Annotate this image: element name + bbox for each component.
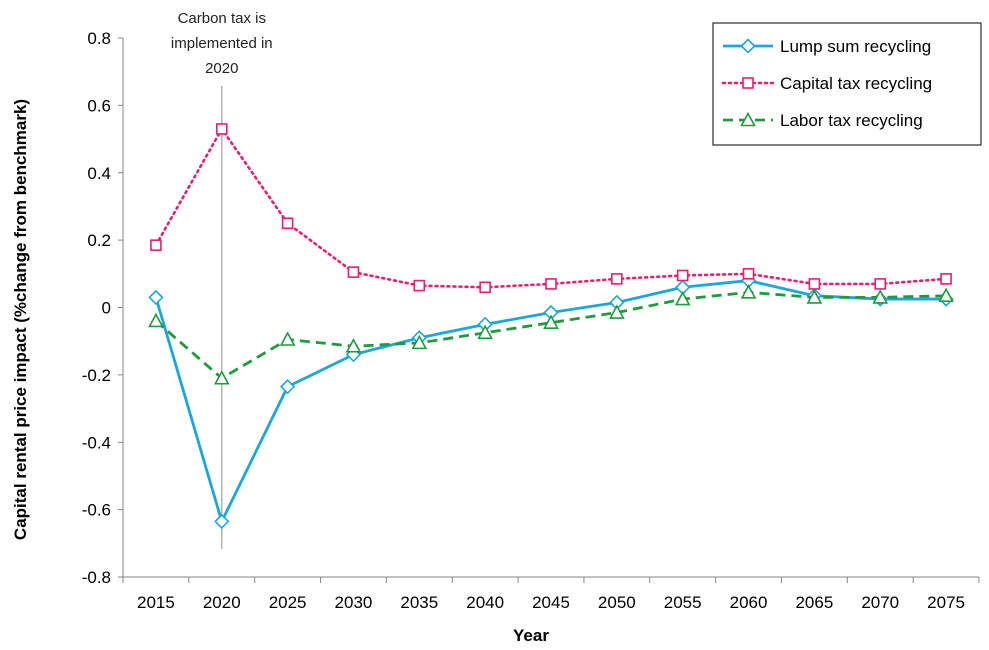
data-point [281, 217, 294, 230]
data-point [279, 379, 296, 395]
annotation-text: Carbon tax is [178, 10, 266, 27]
data-point [279, 331, 296, 346]
data-point [808, 278, 821, 290]
legend-box [712, 22, 982, 146]
data-point [213, 370, 230, 385]
y-tick-label: -0.8 [82, 568, 111, 587]
series-triangle [148, 284, 954, 385]
x-tick-label: 2050 [598, 593, 636, 612]
series-line [154, 127, 948, 289]
data-point [477, 324, 493, 340]
x-tick-label: 2065 [795, 593, 833, 612]
x-tick-label: 2070 [861, 593, 899, 612]
data-point [479, 281, 491, 294]
annotation-text: 2020 [205, 60, 238, 77]
series-layer [148, 123, 954, 530]
data-point [148, 312, 164, 328]
legend: Lump sum recycling Capital tax recycling L… [712, 22, 982, 146]
annotation-text: implemented in [171, 35, 273, 52]
data-point [150, 239, 162, 251]
data-point [545, 278, 557, 290]
data-point [611, 273, 623, 285]
y-tick-label: 0.8 [87, 29, 111, 48]
data-point [345, 338, 362, 353]
y-axis-title: Capital rental price impact (%change fro… [11, 99, 30, 540]
data-point [806, 289, 823, 304]
y-tick-label: -0.4 [82, 433, 111, 452]
x-tick-label: 2040 [466, 593, 504, 612]
data-point [874, 278, 887, 290]
data-point [940, 273, 952, 285]
data-point [872, 289, 889, 304]
data-point [740, 284, 757, 299]
legend-marker [740, 38, 756, 54]
y-tick-label: -0.6 [82, 501, 111, 520]
x-tick-label: 2025 [269, 593, 307, 612]
legend-label: Lump sum recycling [780, 37, 931, 56]
data-point [347, 266, 360, 278]
y-tick-label: 0.6 [87, 96, 111, 115]
y-tick-label: 0.2 [87, 231, 111, 250]
data-point [742, 268, 755, 280]
annotation-layer: Carbon tax is implemented in 2020 [171, 10, 273, 549]
x-tick-label: 2030 [335, 593, 373, 612]
data-point [413, 279, 426, 292]
data-point [148, 289, 164, 306]
x-tick-label: 2075 [927, 593, 965, 612]
data-point [609, 304, 625, 319]
legend-marker [740, 111, 756, 127]
data-point [676, 269, 689, 282]
axes-layer: -0.8 -0.6 -0.4 -0.2 0 0.2 0.4 0.6 0.8 2015 2020 202… [82, 29, 980, 612]
x-tick-label: 2055 [664, 593, 702, 612]
data-point [543, 314, 559, 329]
data-point [215, 123, 228, 135]
x-axis-title: Year [513, 626, 549, 645]
legend-label: Capital tax recycling [780, 74, 932, 93]
series-square [150, 123, 952, 294]
data-point [938, 287, 954, 303]
data-point [411, 334, 428, 350]
legend-label: Labor tax recycling [780, 111, 923, 130]
x-tick-label: 2020 [203, 593, 241, 612]
data-point [674, 290, 691, 306]
x-tick-label: 2035 [400, 593, 438, 612]
legend-marker [742, 77, 754, 89]
data-point [214, 513, 230, 530]
y-tick-label: 0 [102, 299, 111, 318]
y-tick-label: -0.2 [82, 366, 111, 385]
series-diamond [148, 272, 954, 530]
x-tick-label: 2060 [730, 593, 768, 612]
x-tick-label: 2015 [137, 593, 175, 612]
x-tick-label: 2045 [532, 593, 570, 612]
y-tick-label: 0.4 [87, 164, 111, 183]
